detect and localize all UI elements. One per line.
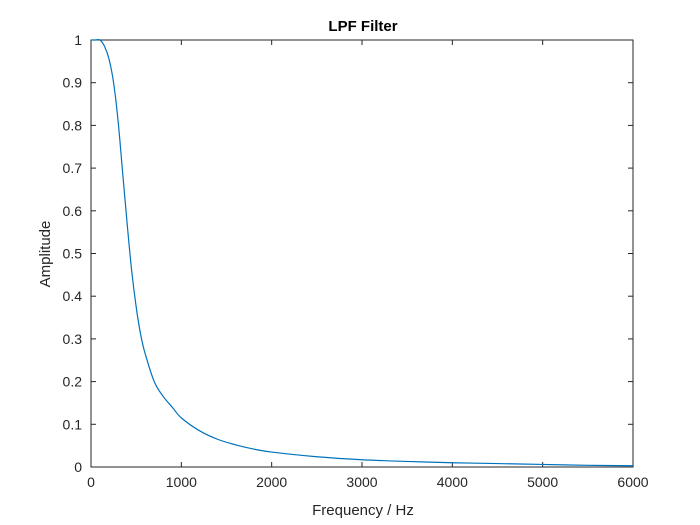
x-tick-label: 3000 <box>346 474 377 490</box>
y-tick-label: 1 <box>74 32 82 48</box>
chart-title: LPF Filter <box>328 18 397 35</box>
x-tick-label: 1000 <box>166 474 197 490</box>
y-tick-label: 0.1 <box>63 416 83 432</box>
y-tick-label: 0.5 <box>63 246 83 262</box>
y-tick-label: 0.8 <box>63 117 83 133</box>
y-axis: 0 0.1 0.2 0.3 0.4 0.5 0.6 0.7 0.8 0.9 1 <box>63 32 633 475</box>
x-axis-label: Frequency / Hz <box>312 502 414 519</box>
y-tick-label: 0.4 <box>63 288 83 304</box>
series-line <box>90 38 634 467</box>
x-tick-label: 0 <box>87 474 95 490</box>
x-tick-label: 6000 <box>617 474 648 490</box>
series-layer <box>90 38 634 467</box>
x-tick-label: 2000 <box>256 474 287 490</box>
y-tick-label: 0 <box>74 459 82 475</box>
y-tick-label: 0.3 <box>63 331 83 347</box>
x-tick-label: 4000 <box>437 474 468 490</box>
x-tick-label: 5000 <box>527 474 558 490</box>
y-tick-label: 0.2 <box>63 374 83 390</box>
x-axis: 0 1000 2000 3000 4000 5000 6000 <box>87 40 649 490</box>
y-tick-label: 0.9 <box>63 75 83 91</box>
y-tick-label: 0.7 <box>63 160 83 176</box>
y-axis-label: Amplitude <box>37 221 54 288</box>
plot-area <box>90 39 634 468</box>
y-tick-label: 0.6 <box>63 203 83 219</box>
